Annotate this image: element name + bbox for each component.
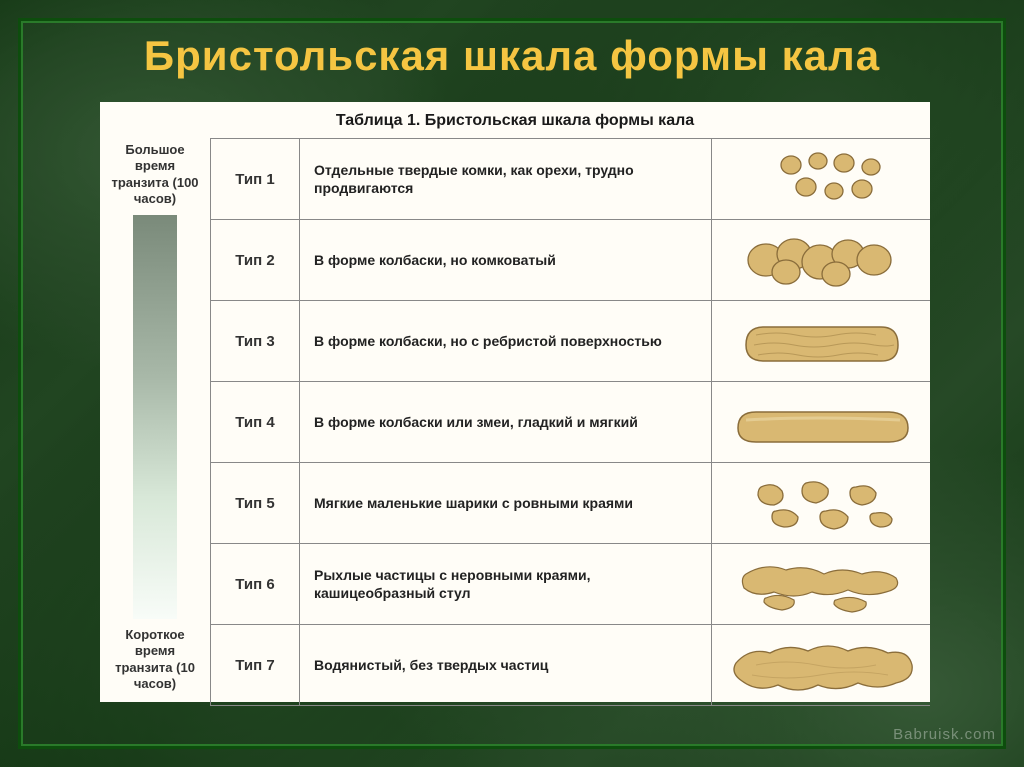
type-cell: Тип 5 xyxy=(210,463,300,543)
table-row: Тип 6 Рыхлые частицы с неровными краями,… xyxy=(210,544,930,625)
desc-cell: В форме колбаски или змеи, гладкий и мяг… xyxy=(300,382,712,462)
stool-illustration-type7 xyxy=(712,625,930,705)
stool-illustration-type6 xyxy=(712,544,930,624)
chart-body: Большое время транзита (100 часов) Корот… xyxy=(100,138,930,700)
transit-gradient-bar xyxy=(133,215,177,619)
table-row: Тип 4 В форме колбаски или змеи, гладкий… xyxy=(210,382,930,463)
transit-bottom-label: Короткое время транзита (10 часов) xyxy=(106,627,204,692)
table-caption: Таблица 1. Бристольская шкала формы кала xyxy=(100,102,930,138)
type-cell: Тип 2 xyxy=(210,220,300,300)
bristol-table: Таблица 1. Бристольская шкала формы кала… xyxy=(100,102,930,702)
stool-illustration-type1 xyxy=(712,139,930,219)
transit-top-label: Большое время транзита (100 часов) xyxy=(106,142,204,207)
table-row: Тип 3 В форме колбаски, но с ребристой п… xyxy=(210,301,930,382)
type-cell: Тип 3 xyxy=(210,301,300,381)
type-cell: Тип 4 xyxy=(210,382,300,462)
table-row: Тип 2 В форме колбаски, но комковатый xyxy=(210,220,930,301)
stool-illustration-type3 xyxy=(712,301,930,381)
type-cell: Тип 1 xyxy=(210,139,300,219)
desc-cell: Рыхлые частицы с неровными краями, кашиц… xyxy=(300,544,712,624)
slide-title: Бристольская шкала формы кала xyxy=(0,32,1024,80)
stool-illustration-type5 xyxy=(712,463,930,543)
desc-cell: В форме колбаски, но комковатый xyxy=(300,220,712,300)
type-cell: Тип 6 xyxy=(210,544,300,624)
table-row: Тип 5 Мягкие маленькие шарики с ровными … xyxy=(210,463,930,544)
desc-cell: Водянистый, без твердых частиц xyxy=(300,625,712,705)
table-row: Тип 1 Отдельные твердые комки, как орехи… xyxy=(210,139,930,220)
transit-gradient-column: Большое время транзита (100 часов) Корот… xyxy=(100,138,210,700)
stool-illustration-type2 xyxy=(712,220,930,300)
desc-cell: Мягкие маленькие шарики с ровными краями xyxy=(300,463,712,543)
desc-cell: В форме колбаски, но с ребристой поверхн… xyxy=(300,301,712,381)
watermark: Babruisk.com xyxy=(893,726,996,743)
rows-column: Тип 1 Отдельные твердые комки, как орехи… xyxy=(210,138,930,700)
type-cell: Тип 7 xyxy=(210,625,300,705)
desc-cell: Отдельные твердые комки, как орехи, труд… xyxy=(300,139,712,219)
table-row: Тип 7 Водянистый, без твердых частиц xyxy=(210,625,930,706)
stool-illustration-type4 xyxy=(712,382,930,462)
